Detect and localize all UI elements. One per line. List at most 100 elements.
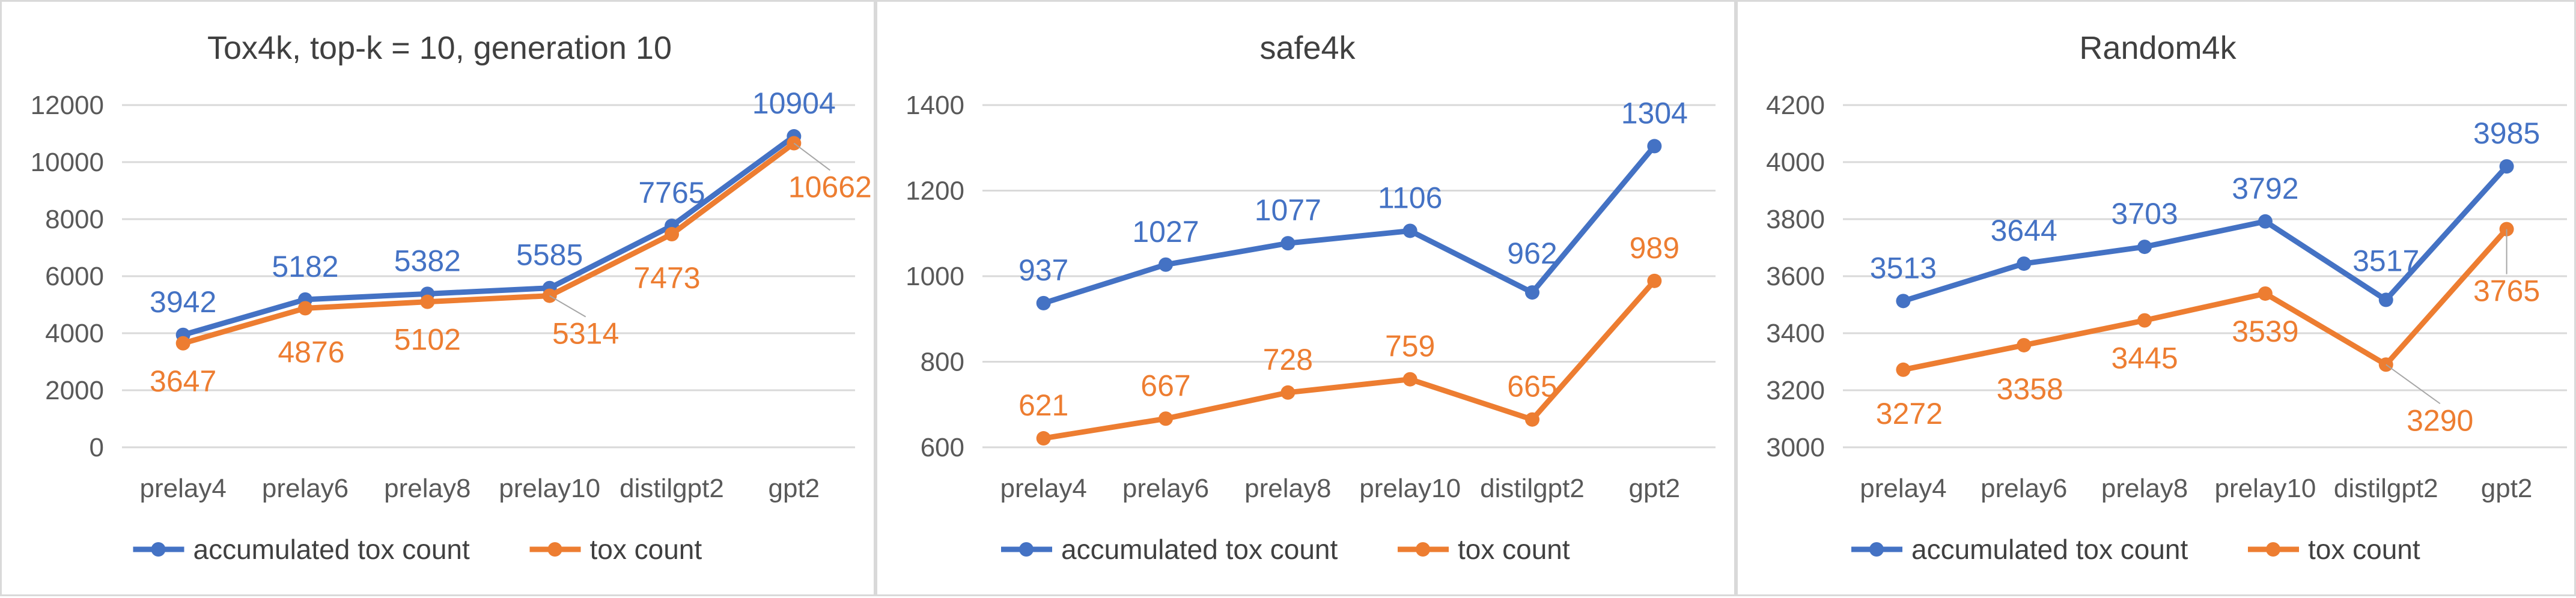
- legend-item: tox count: [529, 534, 702, 565]
- data-point: [2137, 240, 2152, 255]
- legend-marker: [2266, 542, 2280, 557]
- data-point: [1036, 295, 1051, 310]
- chart-svg: Tox4k, top-k = 10, generation 10 0 2000 400…: [31, 30, 872, 565]
- chart-svg: Random4k 3000 3200 3400 3600 3800 4000 4200 prel…: [1766, 30, 2567, 565]
- x-tick-label: prelay6: [1981, 474, 2067, 503]
- legend-item: accumulated tox count: [1001, 534, 1338, 565]
- y-tick-label: 4000: [45, 319, 104, 348]
- y-tick-label: 1400: [906, 91, 964, 120]
- data-label: 937: [1019, 253, 1068, 287]
- y-tick-label: 2000: [45, 376, 104, 405]
- data-label: 7765: [638, 176, 705, 210]
- data-point: [2258, 214, 2273, 229]
- x-tick-label: prelay4: [1000, 474, 1087, 503]
- legend-marker: [547, 542, 562, 557]
- x-tick-label: prelay4: [140, 474, 227, 503]
- x-tick-label: prelay8: [2101, 474, 2188, 503]
- series-line: [1902, 227, 2509, 373]
- chart-title: safe4k: [1259, 30, 1356, 66]
- data-point: [2499, 159, 2514, 174]
- data-point: [1647, 273, 1662, 288]
- y-tick-label: 3600: [1766, 262, 1825, 291]
- x-tick-label: prelay8: [1244, 474, 1331, 503]
- data-label: 4876: [278, 335, 344, 369]
- legend-item: accumulated tox count: [133, 534, 470, 565]
- legend-marker: [151, 542, 166, 557]
- data-label: 5382: [394, 244, 461, 277]
- data-point: [1647, 139, 1662, 154]
- data-point: [1280, 236, 1296, 251]
- data-point: [1036, 431, 1051, 446]
- data-label: 3703: [2111, 197, 2178, 231]
- data-point: [1896, 362, 1911, 377]
- legend-marker: [1416, 542, 1430, 557]
- label-leader: [2386, 364, 2441, 405]
- chart-panel: safe4k 600 800 1000 1200 1400 prelay4 prelay6 pr…: [875, 0, 1736, 596]
- data-label: 3290: [2407, 403, 2473, 437]
- chart-svg: safe4k 600 800 1000 1200 1400 prelay4 prelay6 pr…: [906, 30, 1716, 565]
- data-point: [1402, 223, 1417, 238]
- data-point: [2137, 313, 2152, 328]
- x-tick-label: gpt2: [2481, 474, 2533, 503]
- y-tick-label: 6000: [45, 262, 104, 291]
- data-point: [1159, 257, 1173, 272]
- data-label: 3445: [2111, 342, 2178, 375]
- x-tick-label: prelay10: [2215, 474, 2316, 503]
- chart-panel: Tox4k, top-k = 10, generation 10 0 2000 400…: [0, 0, 875, 596]
- data-label: 728: [1263, 343, 1313, 376]
- data-label: 1027: [1132, 215, 1199, 249]
- x-tick-label: gpt2: [769, 474, 820, 503]
- data-point: [1402, 372, 1417, 387]
- x-tick-label: distilgpt2: [2334, 474, 2438, 503]
- data-point: [1896, 294, 1911, 309]
- y-tick-label: 4200: [1766, 91, 1825, 120]
- data-label: 3358: [1997, 372, 2063, 406]
- x-tick-label: gpt2: [1629, 474, 1681, 503]
- legend-item: tox count: [2248, 534, 2420, 565]
- legend-label: accumulated tox count: [1911, 534, 2188, 565]
- chart-panel: Random4k 3000 3200 3400 3600 3800 4000 4200 prel…: [1736, 0, 2576, 596]
- y-tick-label: 1000: [906, 262, 964, 291]
- data-point: [175, 336, 190, 351]
- data-label: 3644: [1991, 214, 2057, 247]
- x-tick-label: distilgpt2: [620, 474, 724, 503]
- data-label: 667: [1140, 369, 1190, 402]
- data-label: 10662: [788, 171, 872, 204]
- y-tick-label: 1200: [906, 177, 964, 206]
- y-tick-label: 3800: [1766, 205, 1825, 234]
- x-tick-label: distilgpt2: [1480, 474, 1585, 503]
- legend-item: accumulated tox count: [1851, 534, 2188, 565]
- legend-label: accumulated tox count: [1061, 534, 1338, 565]
- data-point: [2017, 337, 2032, 352]
- data-label: 10904: [752, 86, 836, 120]
- data-label: 3272: [1876, 397, 1943, 430]
- y-tick-label: 4000: [1766, 148, 1825, 177]
- y-tick-label: 3200: [1766, 376, 1825, 405]
- y-tick-label: 0: [90, 433, 104, 462]
- x-tick-label: prelay6: [262, 474, 349, 503]
- data-label: 3513: [1870, 251, 1937, 285]
- data-label: 5585: [516, 238, 583, 272]
- legend-label: tox count: [1458, 534, 1570, 565]
- legend-marker: [1869, 542, 1884, 557]
- data-point: [2258, 286, 2273, 301]
- data-label: 3985: [2473, 116, 2540, 150]
- data-point: [1159, 411, 1173, 426]
- data-label: 1077: [1255, 193, 1321, 227]
- data-label: 1106: [1378, 181, 1443, 214]
- legend-label: tox count: [2308, 534, 2420, 565]
- series-line: [182, 134, 796, 338]
- legend-marker: [1019, 542, 1034, 557]
- x-tick-label: prelay10: [499, 474, 600, 503]
- x-tick-label: prelay4: [1860, 474, 1946, 503]
- data-point: [2017, 256, 2032, 271]
- data-point: [420, 294, 435, 309]
- series-line: [1043, 279, 1657, 441]
- data-point: [1525, 285, 1539, 300]
- x-tick-label: prelay8: [384, 474, 470, 503]
- y-tick-label: 10000: [31, 148, 104, 177]
- data-label: 962: [1507, 237, 1557, 270]
- data-label: 3539: [2232, 315, 2298, 348]
- y-tick-label: 3000: [1766, 433, 1825, 462]
